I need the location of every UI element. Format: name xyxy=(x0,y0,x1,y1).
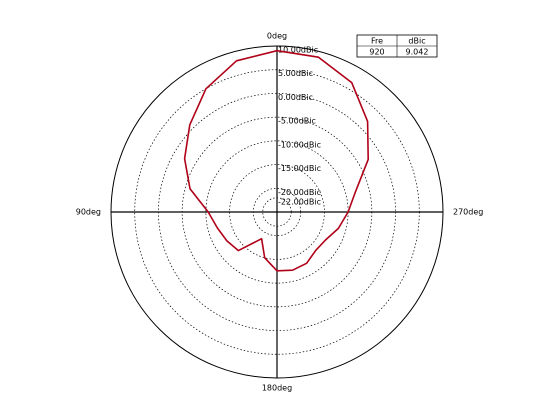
r-tick-label: -15.00dBic xyxy=(278,164,321,173)
angle-label: 180deg xyxy=(262,384,292,393)
legend-header: dBic xyxy=(408,37,425,46)
r-tick-label: 0.00dBic xyxy=(278,93,313,102)
r-tick-label: 5.00dBic xyxy=(278,69,313,78)
r-tick-label: -20.00dBic xyxy=(278,188,321,197)
legend-value: 9.042 xyxy=(406,48,429,57)
angle-label: 270deg xyxy=(453,208,483,217)
pattern-line xyxy=(183,49,369,272)
r-tick-label: -5.00dBic xyxy=(278,117,316,126)
legend-header: Fre xyxy=(371,37,383,46)
legend-name: 920 xyxy=(369,48,384,57)
r-tick-label: -10.00dBic xyxy=(278,140,321,149)
r-tick-label: -22.00dBic xyxy=(278,197,321,206)
angle-label: 90deg xyxy=(76,208,101,217)
angle-label: 0deg xyxy=(267,32,287,41)
r-tick-label: 10.00dBic xyxy=(278,46,318,55)
